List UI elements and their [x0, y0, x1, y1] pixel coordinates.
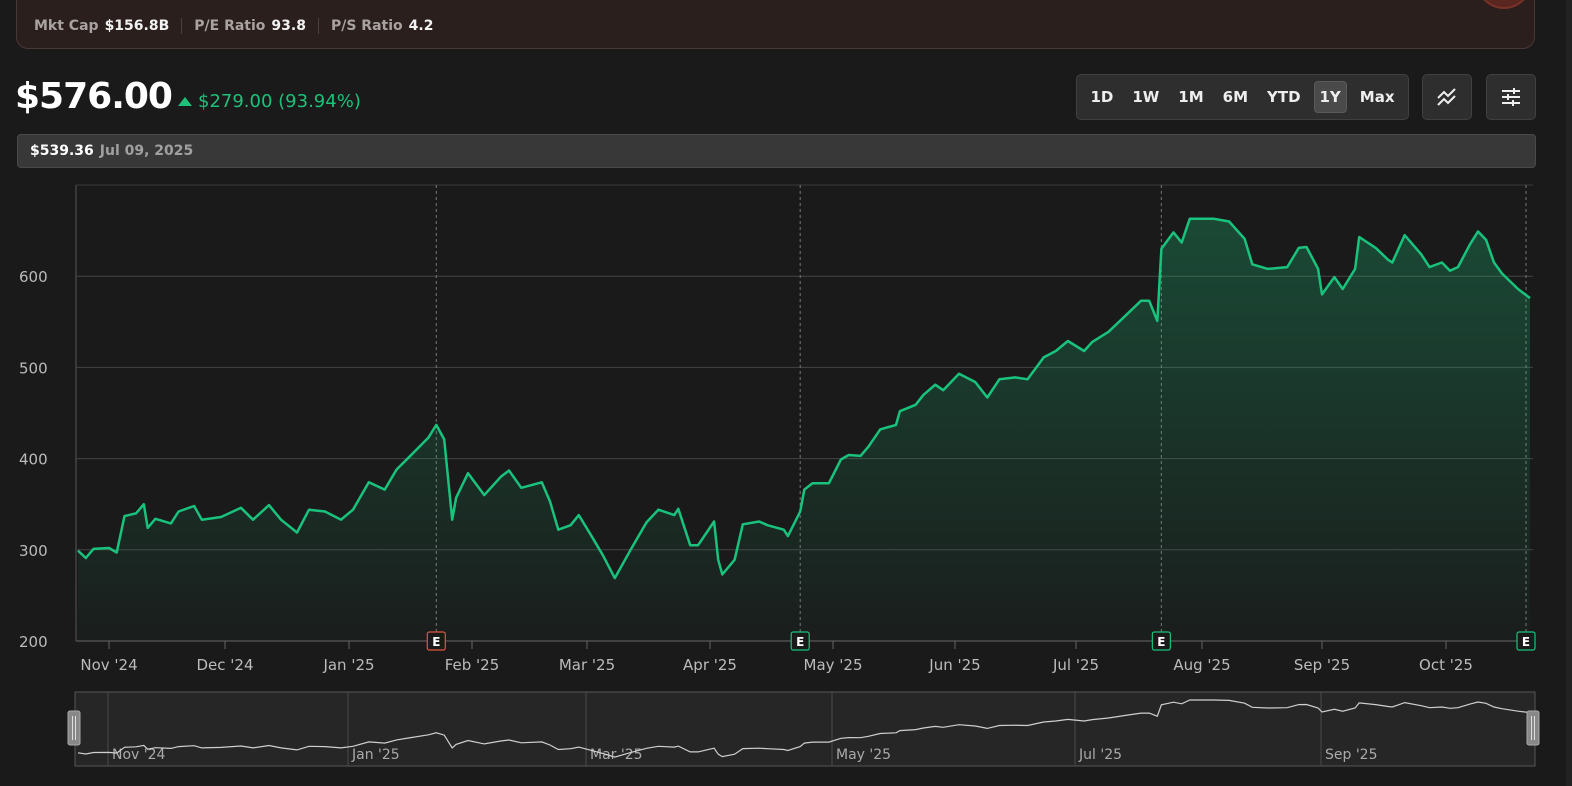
price-line: [77, 217, 1531, 580]
range-1y[interactable]: 1Y: [1313, 81, 1347, 113]
earnings-marker-label: E: [1157, 635, 1165, 649]
x-tick-label: Sep '25: [1294, 656, 1350, 674]
settings-button[interactable]: [1486, 74, 1536, 120]
y-tick-label: 600: [19, 268, 48, 286]
earnings-marker-box: [426, 631, 446, 651]
navigator-handle-left[interactable]: [67, 710, 81, 746]
price-change: $279.00 (93.94%): [178, 91, 361, 112]
earnings-marker-label: E: [432, 635, 440, 649]
earnings-marker[interactable]: E: [1516, 631, 1536, 651]
stat-ps-ratio: P/S Ratio 4.2: [317, 18, 445, 34]
handle-grip: [1526, 710, 1540, 746]
x-tick-label: May '25: [804, 656, 863, 674]
compare-lines-icon: [1437, 88, 1456, 106]
navigator-line: [77, 699, 1531, 758]
price-change-value: $279.00 (93.94%): [198, 91, 361, 112]
hover-price: $539.36: [30, 143, 94, 159]
navigator-tick-label: Nov '24: [112, 747, 166, 763]
range-1w[interactable]: 1W: [1132, 88, 1160, 106]
handle-grip: [67, 710, 81, 746]
x-tick-label: Jul '25: [1052, 656, 1099, 674]
stat-label: Mkt Cap: [34, 18, 99, 34]
range-max[interactable]: Max: [1359, 88, 1395, 106]
compare-button[interactable]: [1422, 74, 1472, 120]
range-ytd[interactable]: YTD: [1266, 88, 1301, 106]
time-range-selector: 1D 1W 1M 6M YTD 1Y Max: [1076, 74, 1409, 120]
hover-readout: $539.36 Jul 09, 2025: [17, 134, 1536, 168]
y-tick-label: 400: [19, 451, 48, 469]
stat-label: P/E Ratio: [194, 18, 266, 34]
range-6m[interactable]: 6M: [1222, 88, 1249, 106]
settings-sliders-icon: [1502, 88, 1520, 106]
navigator-tick-label: Mar '25: [590, 747, 643, 763]
x-tick-label: Dec '24: [196, 656, 253, 674]
x-tick-label: Feb '25: [445, 656, 500, 674]
earnings-marker-box: [1151, 631, 1171, 651]
x-tick-label: Apr '25: [683, 656, 737, 674]
x-tick-label: Oct '25: [1419, 656, 1473, 674]
earnings-marker[interactable]: E: [790, 631, 810, 651]
stat-pe-ratio: P/E Ratio 93.8: [181, 18, 318, 34]
navigator-tick-label: Jan '25: [351, 747, 400, 763]
earnings-marker-box: [1516, 631, 1536, 651]
stats-card: Mkt Cap $156.8B P/E Ratio 93.8 P/S Ratio 4.…: [16, 0, 1535, 49]
navigator-tick-label: May '25: [836, 747, 891, 763]
earnings-marker-box: [790, 631, 810, 651]
stats-row: Mkt Cap $156.8B P/E Ratio 93.8 P/S Ratio 4.…: [34, 18, 445, 34]
y-tick-label: 500: [19, 359, 48, 377]
stat-value: 93.8: [271, 18, 306, 34]
navigator[interactable]: Nov '24 Jan '25 Mar '25 May '25 Jul '25 Sep '…: [67, 691, 1540, 767]
x-tick-label: Aug '25: [1173, 656, 1230, 674]
x-tick-label: Nov '24: [80, 656, 137, 674]
earnings-marker[interactable]: E: [1151, 631, 1171, 651]
stat-value: $156.8B: [104, 18, 170, 34]
navigator-tick-label: Sep '25: [1325, 747, 1378, 763]
earnings-marker-label: E: [796, 635, 804, 649]
stat-value: 4.2: [408, 18, 434, 34]
stat-market-cap: Mkt Cap $156.8B: [34, 18, 181, 34]
y-tick-label: 200: [19, 633, 48, 651]
earnings-marker[interactable]: E: [426, 631, 446, 651]
navigator-tick-label: Jul '25: [1078, 747, 1122, 763]
current-price: $576.00: [15, 76, 173, 117]
price-area: [78, 218, 1530, 641]
earnings-marker-label: E: [1522, 635, 1530, 649]
hover-date: Jul 09, 2025: [99, 143, 194, 159]
y-tick-label: 300: [19, 542, 48, 560]
x-tick-label: Jun '25: [928, 656, 980, 674]
navigator-handle-right[interactable]: [1526, 710, 1540, 746]
range-1d[interactable]: 1D: [1090, 88, 1114, 106]
x-tick-label: Jan '25: [322, 656, 374, 674]
navigator-frame: [74, 691, 1536, 767]
triangle-up-icon: [178, 97, 192, 106]
x-tick-label: Mar '25: [559, 656, 615, 674]
stat-label: P/S Ratio: [330, 18, 403, 34]
range-1m[interactable]: 1M: [1178, 88, 1204, 106]
page-scrollbar[interactable]: [1566, 0, 1572, 786]
